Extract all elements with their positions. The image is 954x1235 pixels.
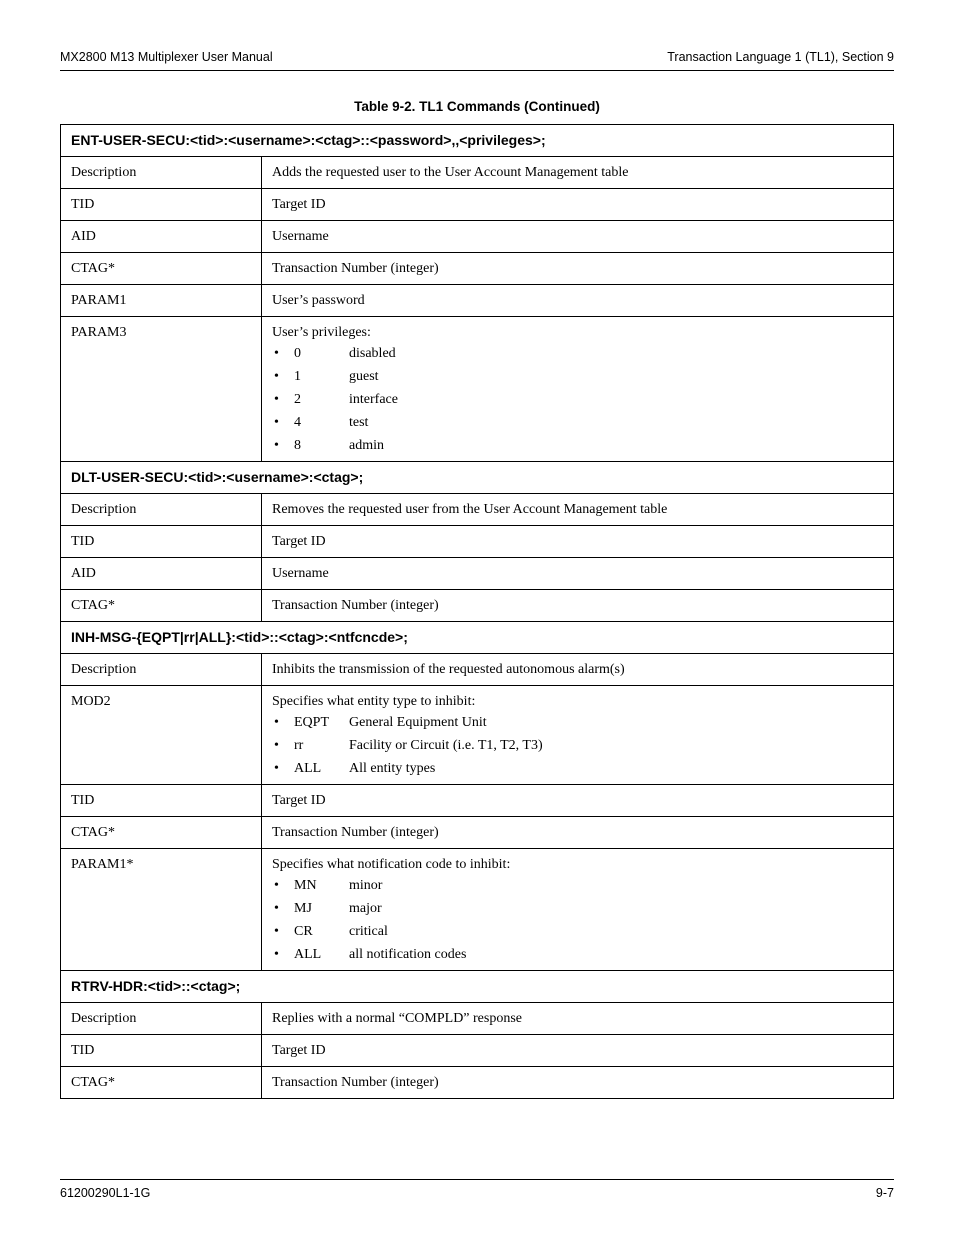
param-value: Username bbox=[262, 221, 894, 253]
bullet-val: all notification codes bbox=[349, 944, 883, 965]
bullet-icon: • bbox=[272, 366, 294, 387]
param-value: Target ID bbox=[262, 785, 894, 817]
command-header: INH-MSG-{EQPT|rr|ALL}:<tid>::<ctag>:<ntf… bbox=[61, 622, 894, 654]
param-value: Inhibits the transmission of the request… bbox=[262, 654, 894, 686]
header-right: Transaction Language 1 (TL1), Section 9 bbox=[667, 50, 894, 64]
bullet-list: •MNminor•MJmajor•CRcritical•ALLall notif… bbox=[272, 875, 883, 965]
param-label: AID bbox=[61, 221, 262, 253]
bullet-val: major bbox=[349, 898, 883, 919]
param-value: Adds the requested user to the User Acco… bbox=[262, 157, 894, 189]
bullet-icon: • bbox=[272, 435, 294, 456]
bullet-key: MN bbox=[294, 875, 349, 896]
param-label: PARAM1 bbox=[61, 285, 262, 317]
param-label: PARAM3 bbox=[61, 317, 262, 462]
bullet-icon: • bbox=[272, 758, 294, 779]
bullet-key: ALL bbox=[294, 944, 349, 965]
bullet-key: EQPT bbox=[294, 712, 349, 733]
bullet-val: guest bbox=[349, 366, 883, 387]
bullet-val: test bbox=[349, 412, 883, 433]
bullet-key: 0 bbox=[294, 343, 349, 364]
param-label: Description bbox=[61, 494, 262, 526]
bullet-val: interface bbox=[349, 389, 883, 410]
bullet-val: admin bbox=[349, 435, 883, 456]
bullet-icon: • bbox=[272, 389, 294, 410]
bullet-icon: • bbox=[272, 875, 294, 896]
bullet-list: •EQPTGeneral Equipment Unit•rrFacility o… bbox=[272, 712, 883, 779]
param-value: Target ID bbox=[262, 189, 894, 221]
param-value: Removes the requested user from the User… bbox=[262, 494, 894, 526]
param-label: CTAG* bbox=[61, 817, 262, 849]
bullet-key: 4 bbox=[294, 412, 349, 433]
bullet-icon: • bbox=[272, 412, 294, 433]
footer-left: 61200290L1-1G bbox=[60, 1186, 150, 1200]
bullet-val: minor bbox=[349, 875, 883, 896]
param-value: Target ID bbox=[262, 526, 894, 558]
param-value: Transaction Number (integer) bbox=[262, 253, 894, 285]
bullet-key: CR bbox=[294, 921, 349, 942]
param-label: CTAG* bbox=[61, 590, 262, 622]
param-value: Target ID bbox=[262, 1035, 894, 1067]
bullet-val: General Equipment Unit bbox=[349, 712, 883, 733]
param-label: CTAG* bbox=[61, 1067, 262, 1099]
list-lead: Specifies what entity type to inhibit: bbox=[272, 691, 883, 712]
bullet-key: 1 bbox=[294, 366, 349, 387]
param-label: AID bbox=[61, 558, 262, 590]
bullet-key: 8 bbox=[294, 435, 349, 456]
bullet-key: MJ bbox=[294, 898, 349, 919]
list-lead: Specifies what notification code to inhi… bbox=[272, 854, 883, 875]
bullet-icon: • bbox=[272, 944, 294, 965]
param-label: TID bbox=[61, 785, 262, 817]
param-value: Specifies what notification code to inhi… bbox=[262, 849, 894, 971]
table-caption: Table 9-2. TL1 Commands (Continued) bbox=[60, 99, 894, 114]
bullet-key: ALL bbox=[294, 758, 349, 779]
page-header: MX2800 M13 Multiplexer User Manual Trans… bbox=[60, 50, 894, 71]
bullet-icon: • bbox=[272, 712, 294, 733]
bullet-icon: • bbox=[272, 735, 294, 756]
param-value: Transaction Number (integer) bbox=[262, 817, 894, 849]
param-value: Transaction Number (integer) bbox=[262, 1067, 894, 1099]
param-label: TID bbox=[61, 1035, 262, 1067]
param-value: User’s privileges:•0disabled•1guest•2int… bbox=[262, 317, 894, 462]
bullet-val: All entity types bbox=[349, 758, 883, 779]
bullet-key: 2 bbox=[294, 389, 349, 410]
command-header: DLT-USER-SECU:<tid>:<username>:<ctag>; bbox=[61, 462, 894, 494]
bullet-icon: • bbox=[272, 343, 294, 364]
param-value: Specifies what entity type to inhibit:•E… bbox=[262, 686, 894, 785]
param-label: CTAG* bbox=[61, 253, 262, 285]
page-footer: 61200290L1-1G 9-7 bbox=[60, 1179, 894, 1200]
bullet-icon: • bbox=[272, 898, 294, 919]
bullet-list: •0disabled•1guest•2interface•4test•8admi… bbox=[272, 343, 883, 456]
param-value: User’s password bbox=[262, 285, 894, 317]
header-left: MX2800 M13 Multiplexer User Manual bbox=[60, 50, 273, 64]
param-label: Description bbox=[61, 654, 262, 686]
param-label: PARAM1* bbox=[61, 849, 262, 971]
command-header: RTRV-HDR:<tid>::<ctag>; bbox=[61, 971, 894, 1003]
param-label: Description bbox=[61, 157, 262, 189]
bullet-val: disabled bbox=[349, 343, 883, 364]
commands-table: ENT-USER-SECU:<tid>:<username>:<ctag>::<… bbox=[60, 124, 894, 1099]
command-header: ENT-USER-SECU:<tid>:<username>:<ctag>::<… bbox=[61, 125, 894, 157]
footer-right: 9-7 bbox=[876, 1186, 894, 1200]
list-lead: User’s privileges: bbox=[272, 322, 883, 343]
bullet-key: rr bbox=[294, 735, 349, 756]
bullet-val: critical bbox=[349, 921, 883, 942]
param-value: Transaction Number (integer) bbox=[262, 590, 894, 622]
param-label: TID bbox=[61, 189, 262, 221]
param-label: MOD2 bbox=[61, 686, 262, 785]
bullet-val: Facility or Circuit (i.e. T1, T2, T3) bbox=[349, 735, 883, 756]
param-label: Description bbox=[61, 1003, 262, 1035]
param-label: TID bbox=[61, 526, 262, 558]
param-value: Replies with a normal “COMPLD” response bbox=[262, 1003, 894, 1035]
param-value: Username bbox=[262, 558, 894, 590]
bullet-icon: • bbox=[272, 921, 294, 942]
